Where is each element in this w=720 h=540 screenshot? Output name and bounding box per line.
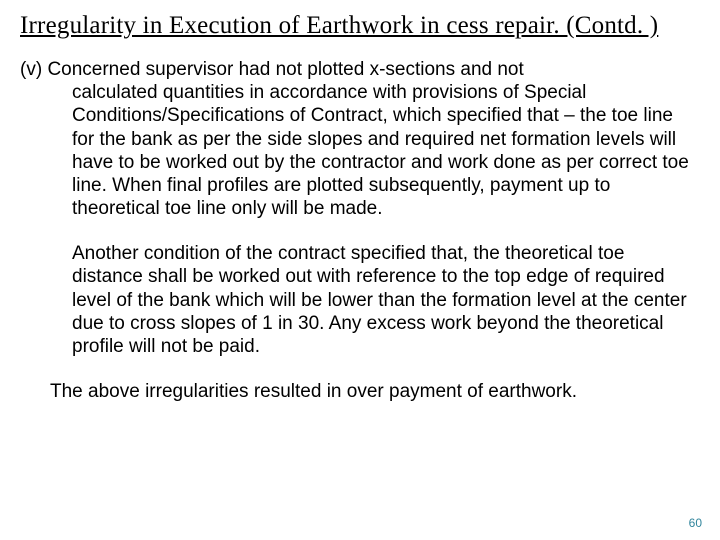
paragraph-2: Another condition of the contract specif… xyxy=(20,242,700,358)
paragraph-3: The above irregularities resulted in ove… xyxy=(20,380,700,403)
slide-title: Irregularity in Execution of Earthwork i… xyxy=(20,12,700,40)
page-number: 60 xyxy=(689,516,702,530)
para1-continuation: calculated quantities in accordance with… xyxy=(20,81,700,220)
paragraph-1: (v) Concerned supervisor had not plotted… xyxy=(20,58,700,220)
item-label: (v) xyxy=(20,59,47,80)
slide-container: Irregularity in Execution of Earthwork i… xyxy=(0,0,720,403)
para1-first-line: Concerned supervisor had not plotted x-s… xyxy=(47,59,523,80)
